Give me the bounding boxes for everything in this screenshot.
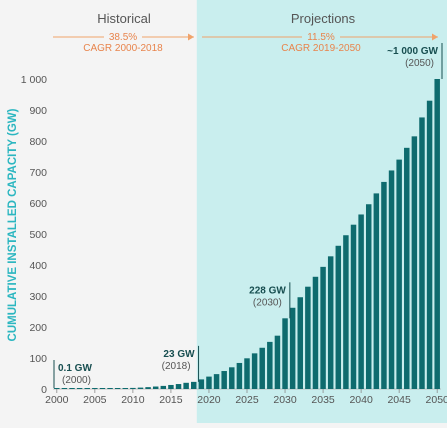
bar-2045 xyxy=(396,159,402,389)
bar-2035 xyxy=(320,266,326,389)
bar-2026 xyxy=(251,353,258,389)
bar-2013 xyxy=(152,386,159,389)
bar-2030 xyxy=(282,318,288,389)
projections-title: Projections xyxy=(291,11,356,26)
bar-2016 xyxy=(175,384,182,389)
bar-2040 xyxy=(358,214,364,389)
bar-2048 xyxy=(419,117,425,389)
x-tick-label: 2010 xyxy=(121,394,145,406)
bar-2023 xyxy=(229,367,235,389)
bar-2021 xyxy=(213,374,220,389)
bar-2006 xyxy=(99,388,106,389)
bar-2028 xyxy=(267,341,273,389)
bar-2000 xyxy=(54,388,60,389)
bar-2046 xyxy=(404,147,410,389)
bar-2010 xyxy=(130,387,136,389)
bar-2020 xyxy=(206,376,212,389)
bar-2027 xyxy=(259,347,265,389)
bar-2029 xyxy=(274,335,281,389)
projections-arrow-head xyxy=(432,33,438,41)
bar-2022 xyxy=(221,371,227,389)
x-tick-label: 2000 xyxy=(45,394,69,406)
bar-2043 xyxy=(381,181,387,389)
x-tick-label: 2050 xyxy=(426,394,447,406)
bar-2033 xyxy=(305,286,311,389)
bar-2009 xyxy=(122,388,129,389)
x-tick-label: 2025 xyxy=(235,394,259,406)
y-tick-label: 700 xyxy=(29,167,47,179)
y-tick-label: 200 xyxy=(29,322,47,334)
annotation-value: 23 GW xyxy=(163,349,195,360)
y-axis-label: CUMULATIVE INSTALLED CAPACITY (GW) xyxy=(7,108,19,341)
x-tick-label: 2005 xyxy=(83,394,107,406)
bar-2015 xyxy=(168,384,174,389)
bar-2001 xyxy=(61,388,68,389)
bar-2050 xyxy=(434,79,440,389)
historical-arrow-head xyxy=(188,33,194,41)
x-tick-label: 2015 xyxy=(159,394,183,406)
x-tick-label: 2035 xyxy=(311,394,335,406)
bar-2024 xyxy=(236,362,243,389)
bar-2004 xyxy=(84,388,90,389)
y-tick-label: 1 000 xyxy=(21,74,47,86)
historical-cagr-bg xyxy=(104,29,142,43)
projections-cagr-bg xyxy=(302,29,340,43)
annotation-value: ~1 000 GW xyxy=(387,46,438,57)
bar-2025 xyxy=(244,358,250,389)
y-tick-label: 900 xyxy=(29,105,47,117)
bar-2003 xyxy=(76,388,83,389)
y-tick-label: 500 xyxy=(29,229,47,241)
y-tick-label: 0 xyxy=(41,384,47,396)
x-tick-label: 2045 xyxy=(387,394,411,406)
annotation-year: (2018) xyxy=(162,361,191,372)
y-tick-label: 100 xyxy=(29,353,47,365)
bar-2011 xyxy=(137,387,144,389)
bar-2018 xyxy=(191,381,197,389)
bar-2037 xyxy=(335,245,342,389)
bar-2038 xyxy=(343,235,349,389)
bar-2032 xyxy=(297,297,303,389)
bar-2012 xyxy=(145,387,151,389)
x-tick-label: 2030 xyxy=(273,394,297,406)
annotation-year: (2030) xyxy=(253,297,282,308)
historical-cagr-value: 38.5% xyxy=(109,32,137,43)
bar-2049 xyxy=(426,100,433,389)
annotation-value: 0.1 GW xyxy=(58,363,92,374)
bar-2042 xyxy=(373,193,380,389)
annotation-year: (2050) xyxy=(405,58,434,69)
bar-2034 xyxy=(312,276,319,389)
bar-2039 xyxy=(350,224,357,389)
bar-2002 xyxy=(69,388,75,389)
bar-2014 xyxy=(160,385,167,389)
y-tick-label: 600 xyxy=(29,198,47,210)
historical-cagr-label: CAGR 2000-2018 xyxy=(83,43,163,54)
projections-cagr-value: 11.5% xyxy=(307,32,335,43)
x-tick-label: 2040 xyxy=(349,394,373,406)
bar-2017 xyxy=(183,382,189,389)
bar-2041 xyxy=(365,204,372,389)
annotation-year: (2000) xyxy=(62,375,91,386)
projections-cagr-label: CAGR 2019-2050 xyxy=(281,43,361,54)
annotation-value: 228 GW xyxy=(249,285,286,296)
bar-2031 xyxy=(289,307,296,389)
y-tick-label: 400 xyxy=(29,260,47,272)
historical-title: Historical xyxy=(97,11,151,26)
bar-2005 xyxy=(92,388,98,389)
bar-2036 xyxy=(327,256,334,389)
bar-2047 xyxy=(411,136,418,389)
bar-2019 xyxy=(198,379,205,389)
bar-2044 xyxy=(388,170,395,389)
y-tick-label: 300 xyxy=(29,291,47,303)
x-tick-label: 2020 xyxy=(197,394,221,406)
bar-2007 xyxy=(107,388,113,389)
bar-2008 xyxy=(114,388,121,389)
y-tick-label: 800 xyxy=(29,136,47,148)
